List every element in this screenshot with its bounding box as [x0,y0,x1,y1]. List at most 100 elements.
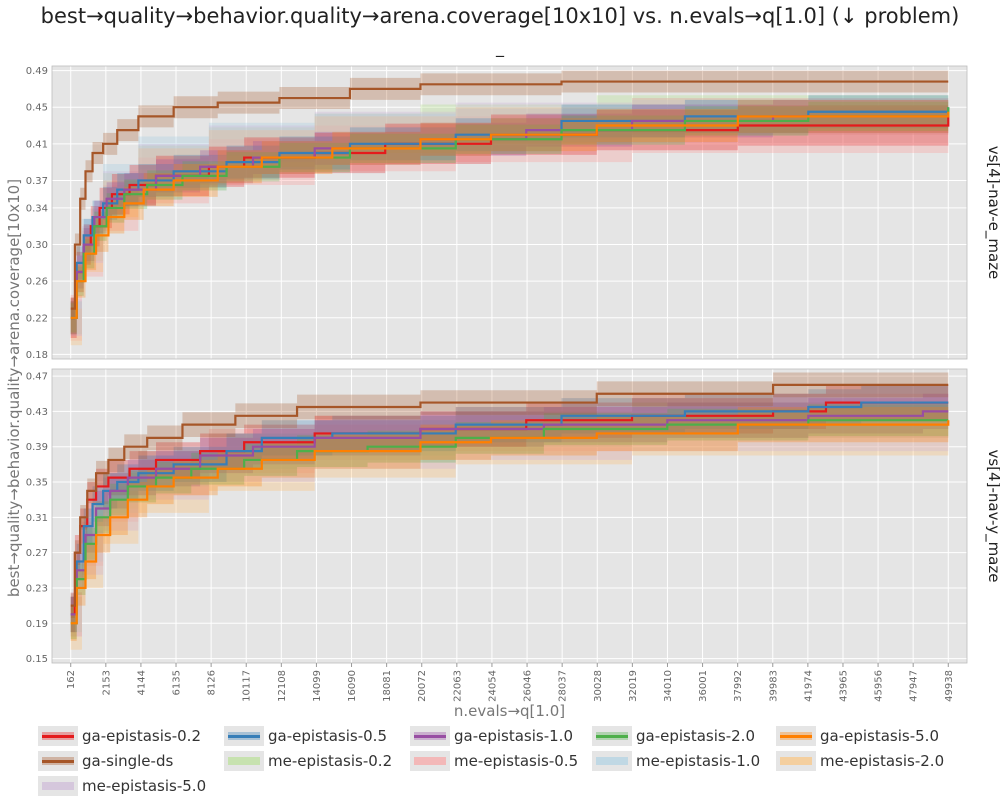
y-tick-label: 0.35 [26,478,48,489]
x-tick-label: 14099 [312,670,323,702]
y-tick-label: 0.43 [26,407,48,418]
legend-label: me-epistasis-0.5 [454,752,579,770]
series-band-ga-epistasis-0.5 [70,90,949,335]
x-tick-label: 10117 [242,670,253,702]
legend-item: me-epistasis-5.0 [38,775,206,797]
x-axis-label: n.evals→q[1.0] [453,702,566,720]
y-tick-label: 0.49 [26,66,48,77]
legend-swatch [224,751,264,771]
x-tick-label: 49938 [944,670,955,702]
legend-swatch [410,726,450,746]
series-band-ga-epistasis-5.0 [70,95,949,335]
series-band-me-epistasis-0.5 [70,384,949,637]
series-band-me-epistasis-1.0 [70,90,949,335]
series-line-ga-epistasis-1.0 [70,111,950,319]
series-band-me-epistasis-0.2 [70,90,949,335]
chart-title: best→quality→behavior.quality→arena.cove… [40,4,960,28]
y-tick-label: 0.23 [26,583,48,594]
series-band-me-epistasis-1.0 [70,393,949,633]
x-tick-label: 22063 [452,670,463,702]
legend-item: me-epistasis-0.5 [410,750,578,772]
y-tick-label: 0.15 [26,654,48,665]
series-layer [70,372,950,650]
x-tick-label: 16090 [347,670,358,702]
y-tick-label: 0.30 [26,240,48,251]
panel-1: 0.18 0.22 0.26 0.30 0.34 0.37 0.41 0.45 0.49 vs[4… [26,65,1000,361]
y-tick-label: 0.37 [26,176,48,187]
legend-label: me-epistasis-2.0 [820,752,945,770]
legend-swatch [38,776,78,796]
series-band-me-epistasis-5.0 [70,88,949,337]
series-band-ga-epistasis-5.0 [70,402,949,641]
chart-subtitle: _ [496,38,504,57]
legend-item: ga-epistasis-0.2 [38,725,201,747]
x-tick-label: 41974 [803,670,814,702]
legend-label: me-epistasis-5.0 [82,777,207,795]
facet-strip: vs[4]-nav-y_maze [984,450,1000,583]
x-tick-label: 4144 [136,670,147,695]
legend-item: me-epistasis-1.0 [592,750,760,772]
x-tick-label: 24054 [487,670,498,702]
y-axis-label: best→quality→behavior.quality→arena.cove… [5,179,23,597]
x-tick-label: 6135 [172,670,183,695]
x-tick-label: 12108 [277,670,288,702]
series-line-ga-epistasis-5.0 [70,111,950,319]
series-band-me-epistasis-2.0 [70,393,949,650]
legend-swatch [776,751,816,771]
legend-label: ga-single-ds [82,752,174,770]
x-tick-label: 45956 [874,670,885,702]
panel-background [52,66,967,359]
facet-label: vs[4]-nav-y_maze [984,450,1000,583]
x-tick-label: 2153 [101,670,112,695]
legend: ga-epistasis-0.2 ga-epistasis-0.5 ga-epist… [38,725,988,797]
x-tick-label: 34010 [663,670,674,702]
legend-swatch [410,751,450,771]
panel-border [51,368,968,664]
y-tick-label: 0.26 [26,277,48,288]
x-tick-label: 20072 [417,670,428,702]
y-tick-label: 0.31 [26,513,48,524]
series-line-ga-single-ds [70,383,949,607]
panel-border [51,65,968,360]
x-tick-label: 28037 [558,670,569,702]
legend-swatch [592,751,632,771]
x-tick-label: 162 [66,670,77,689]
y-tick-label: 0.47 [26,372,48,383]
legend-label: ga-epistasis-2.0 [636,727,755,745]
series-line-ga-epistasis-0.5 [70,401,949,616]
legend-swatch [224,726,264,746]
series-layer [70,70,950,346]
legend-item: me-epistasis-0.2 [224,750,392,772]
x-tick-label: 47947 [909,670,920,702]
panel-background [52,369,967,663]
legend-swatch [38,726,78,746]
legend-label: me-epistasis-1.0 [636,752,761,770]
y-tick-label: 0.27 [26,548,48,559]
series-band-me-epistasis-0.5 [70,93,949,341]
x-tick-label: 30028 [593,670,604,702]
x-tick-label: 43965 [838,670,849,702]
legend-item: ga-epistasis-0.5 [224,725,387,747]
series-line-ga-epistasis-5.0 [70,420,950,625]
series-band-ga-epistasis-1.0 [70,393,949,633]
series-band-ga-epistasis-1.0 [70,95,949,335]
y-tick-label: 0.22 [26,313,48,324]
y-tick-label: 0.45 [26,103,48,114]
x-tick-label: 8126 [207,670,218,695]
legend-item: me-epistasis-2.0 [776,750,944,772]
panel-2: 0.15 0.19 0.23 0.27 0.31 0.35 0.39 0.43 0.47 vs[4… [26,368,1000,665]
series-band-me-epistasis-0.2 [70,393,949,633]
legend-label: ga-epistasis-0.5 [268,727,387,745]
y-tick-label: 0.39 [26,442,48,453]
legend-label: ga-epistasis-5.0 [820,727,939,745]
legend-swatch [592,726,632,746]
legend-label: me-epistasis-0.2 [268,752,393,770]
series-line-ga-single-ds [70,80,949,310]
x-tick-label: 26046 [523,670,534,702]
y-tick-label: 0.18 [26,350,48,361]
x-tick-label: 39983 [768,670,779,702]
series-band-ga-epistasis-2.0 [70,404,949,640]
series-line-ga-epistasis-1.0 [70,410,949,616]
facet-strip: vs[4]-nav-e_maze [984,146,1000,280]
